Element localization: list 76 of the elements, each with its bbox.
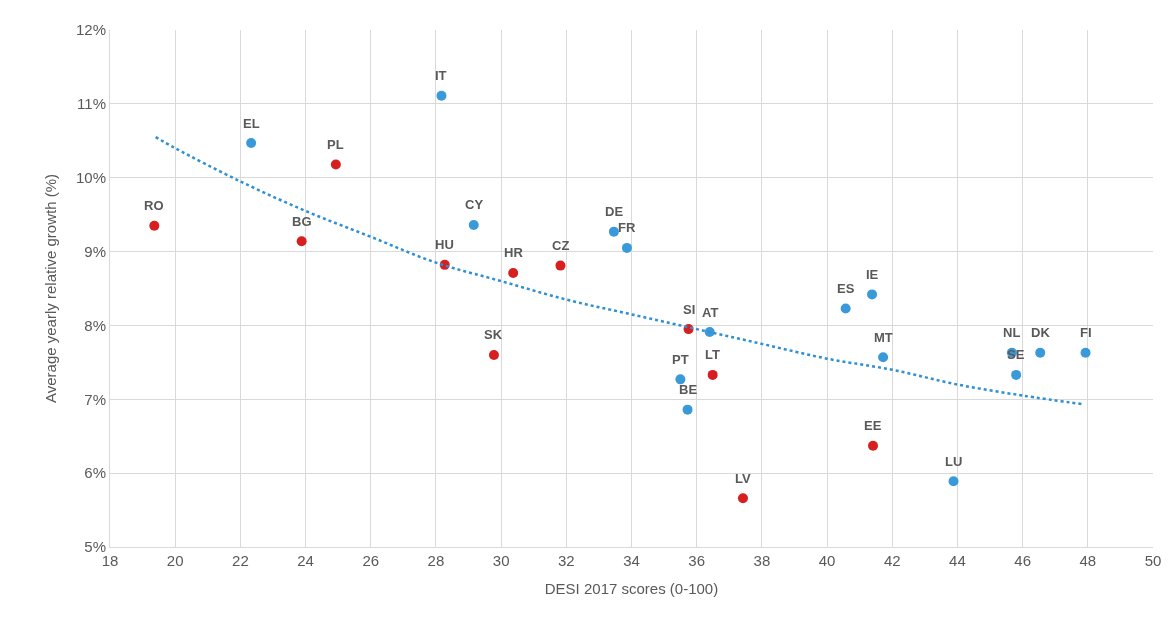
point (878, 352, 889, 363)
x-tick-label: 44 (949, 552, 966, 569)
x-tick-label: 40 (818, 552, 836, 569)
x-tick-label: 38 (753, 552, 771, 569)
annotation: CZ (552, 238, 570, 253)
x-tick-label: 26 (362, 552, 380, 569)
point (621, 242, 632, 253)
point (675, 374, 686, 385)
x-tick-label: 20 (166, 552, 184, 569)
x-tick-label: 32 (557, 552, 575, 569)
annotation: HU (435, 237, 454, 252)
annotation: FR (618, 220, 636, 235)
point (1035, 347, 1046, 358)
y-tick-label: 6% (84, 464, 106, 482)
point (682, 404, 693, 415)
annotation: LT (705, 347, 720, 362)
point (608, 226, 619, 237)
point (296, 236, 307, 247)
annotation: FI (1080, 325, 1092, 340)
x-tick-label: 46 (1014, 552, 1031, 569)
point (436, 90, 447, 101)
annotation: BG (292, 214, 312, 229)
y-tick-label: 9% (84, 242, 106, 260)
annotation: IE (866, 267, 879, 282)
annotation: IT (435, 68, 447, 83)
x-tick-label: 48 (1079, 552, 1097, 569)
annotation: RO (144, 198, 164, 213)
annotation: DK (1031, 325, 1051, 340)
x-tick-label: 36 (688, 552, 706, 569)
annotation: NL (1003, 325, 1021, 340)
annotation: DE (605, 204, 624, 219)
y-tick-label: 11% (77, 95, 106, 113)
annotation: SE (1007, 347, 1025, 362)
annotation: LU (945, 454, 963, 469)
x-tick-label: 50 (1144, 552, 1162, 569)
point (707, 369, 718, 380)
x-axis-title: DESI 2017 scores (0-100) (544, 580, 719, 597)
point (867, 289, 878, 300)
y-tick-label: 8% (84, 316, 106, 334)
annotation: AT (702, 305, 719, 320)
annotation: EL (243, 116, 260, 131)
y-tick-label: 7% (84, 390, 106, 408)
annotation: MT (874, 330, 893, 345)
annotation: BE (679, 382, 698, 397)
point (555, 260, 566, 271)
x-tick-label: 34 (623, 552, 640, 569)
point (1080, 347, 1091, 358)
y-tick-label: 10% (75, 168, 106, 186)
point (508, 267, 519, 278)
x-tick-label: 42 (883, 552, 901, 569)
x-tick-label: 30 (492, 552, 510, 569)
point (1011, 369, 1022, 380)
point (840, 303, 851, 314)
annotation: PT (672, 352, 689, 367)
point (868, 440, 879, 451)
y-axis-title: Average yearly relative growth (%) (42, 174, 60, 403)
annotation: PL (327, 137, 344, 152)
x-tick-label: 24 (297, 552, 314, 569)
x-tick-label: 28 (427, 552, 445, 569)
annotation: SI (683, 302, 696, 317)
annotation: ES (837, 281, 855, 296)
point (948, 476, 959, 487)
point (330, 159, 341, 170)
point (149, 220, 160, 231)
point (488, 349, 499, 360)
y-tick-label: 12% (75, 21, 106, 39)
annotation: HR (504, 245, 524, 260)
annotation: SK (484, 327, 503, 342)
point (737, 493, 748, 504)
annotation: CY (465, 197, 484, 212)
x-tick-label: 22 (232, 552, 249, 569)
point (468, 219, 479, 230)
point (704, 327, 715, 338)
annotation: EE (864, 418, 882, 433)
point (246, 138, 257, 148)
annotation: LV (735, 471, 751, 486)
